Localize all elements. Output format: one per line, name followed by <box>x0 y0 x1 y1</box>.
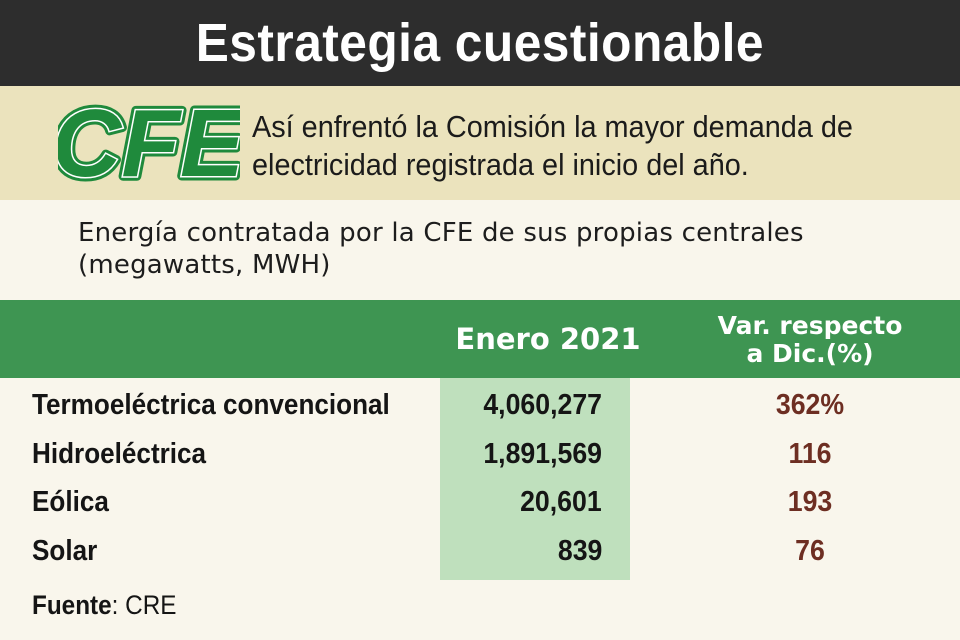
headline: Así enfrentó la Comisión la mayor demand… <box>252 109 853 182</box>
row-value: 1,891,569 <box>483 438 602 470</box>
logo-text: CFE <box>58 96 240 190</box>
table-row-eolica: Eólica 20,601 193 <box>0 486 960 534</box>
title-bar: Estrategia cuestionable <box>0 0 960 86</box>
logo-outline: CFE <box>58 96 240 190</box>
source-label: Fuente <box>32 590 112 620</box>
row-value: 4,060,277 <box>483 389 602 421</box>
row-variation: 116 <box>788 438 832 470</box>
subtitle-line-2: (megawatts, MWH) <box>78 250 331 280</box>
value-column-background <box>440 378 630 580</box>
table-row-solar: Solar 839 76 <box>0 535 960 583</box>
column-header-variation: Var. respecto a Dic.(%) <box>690 312 930 368</box>
column-header-variation-line-1: Var. respecto <box>717 311 903 340</box>
source-note: Fuente: CRE <box>32 590 176 621</box>
chart-subtitle: Energía contratada por la CFE de sus pro… <box>78 217 938 281</box>
column-header-enero-2021: Enero 2021 <box>455 322 641 356</box>
row-value: 839 <box>557 535 602 567</box>
source-text: : CRE <box>111 590 177 620</box>
row-label: Eólica <box>32 486 109 518</box>
subtitle-line-1: Energía contratada por la CFE de sus pro… <box>78 218 804 248</box>
row-label: Solar <box>32 535 98 567</box>
row-value: 20,601 <box>520 486 602 518</box>
column-header-variation-line-2: a Dic.(%) <box>746 339 874 368</box>
cfe-logo: CFE CFE CFE <box>58 96 240 190</box>
header-band <box>0 86 960 200</box>
row-variation: 362% <box>775 389 845 421</box>
logo-inner-stroke: CFE <box>58 96 240 190</box>
table-header <box>0 300 960 378</box>
row-variation: 76 <box>795 535 825 567</box>
row-label: Hidroeléctrica <box>32 438 207 470</box>
table-row-termoelectrica: Termoeléctrica convencional 4,060,277 36… <box>0 389 960 437</box>
table-row-hidroelectrica: Hidroeléctrica 1,891,569 116 <box>0 438 960 486</box>
page-title: Estrategia cuestionable <box>195 13 765 73</box>
row-variation: 193 <box>787 486 833 518</box>
row-label: Termoeléctrica convencional <box>32 389 390 421</box>
